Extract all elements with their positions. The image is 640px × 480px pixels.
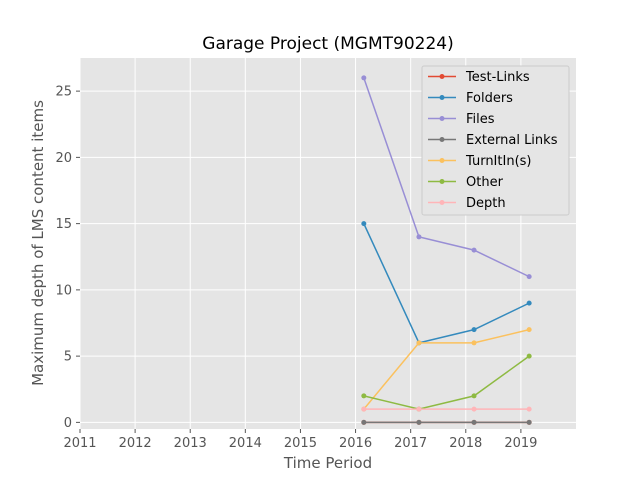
legend-label: External Links xyxy=(466,133,558,148)
legend-label: Other xyxy=(466,175,504,190)
data-point xyxy=(416,419,422,425)
legend-label: Test-Links xyxy=(465,70,530,85)
data-point xyxy=(361,75,367,81)
legend-marker xyxy=(439,116,445,121)
chart-title: Garage Project (MGMT90224) xyxy=(202,34,453,54)
series-line xyxy=(363,355,530,410)
legend-label: Folders xyxy=(466,91,513,106)
series-files xyxy=(361,75,532,280)
data-point xyxy=(416,234,422,240)
x-axis-ticks: 2011 2012 2013 2014 2015 2016 2017 2018 2019 xyxy=(63,429,537,451)
x-tick-label: 2011 xyxy=(63,436,96,451)
legend-marker xyxy=(439,179,445,184)
y-axis-label: Maximum depth of LMS content items xyxy=(29,100,47,386)
legend-box xyxy=(421,65,570,216)
legend-marker xyxy=(439,137,445,142)
x-tick-label: 2017 xyxy=(394,436,427,451)
series-line xyxy=(363,223,530,344)
data-point xyxy=(361,393,367,399)
series-depth xyxy=(361,406,532,412)
data-point xyxy=(471,340,477,346)
legend-label: TurnItIn(s) xyxy=(465,154,531,169)
legend-entry: Test-Links xyxy=(428,70,530,85)
x-tick-label: 2018 xyxy=(449,436,482,451)
y-tick-label: 15 xyxy=(55,217,72,232)
data-point xyxy=(361,221,367,227)
data-point xyxy=(471,419,477,425)
x-tick-label: 2016 xyxy=(339,436,372,451)
data-point xyxy=(416,406,422,412)
data-point xyxy=(526,406,532,412)
data-point xyxy=(526,274,532,280)
legend-entry: Files xyxy=(428,112,495,127)
x-tick-label: 2015 xyxy=(284,436,317,451)
x-axis-label: Time Period xyxy=(283,454,372,472)
data-point xyxy=(416,340,422,346)
legend-label: Files xyxy=(466,112,495,127)
data-point xyxy=(526,300,532,306)
legend-marker xyxy=(439,95,445,100)
y-tick-label: 25 xyxy=(55,85,72,100)
y-tick-label: 10 xyxy=(55,283,72,298)
legend-label: Depth xyxy=(466,196,506,211)
legend-entry: Folders xyxy=(428,91,513,106)
legend-marker xyxy=(439,158,445,163)
data-point xyxy=(361,406,367,412)
x-tick-label: 2014 xyxy=(229,436,262,451)
legend-entry: TurnItIn(s) xyxy=(428,154,531,169)
y-tick-label: 5 xyxy=(64,350,72,365)
data-point xyxy=(471,327,477,333)
data-point xyxy=(526,419,532,425)
legend: Test-Links Folders Files External Links Turn… xyxy=(421,65,570,216)
data-point xyxy=(361,419,367,425)
data-point xyxy=(526,327,532,333)
data-point xyxy=(471,393,477,399)
x-tick-label: 2012 xyxy=(119,436,152,451)
series-line xyxy=(363,328,530,410)
data-point xyxy=(471,247,477,253)
data-point xyxy=(526,353,532,359)
y-tick-label: 0 xyxy=(64,416,72,431)
x-tick-label: 2013 xyxy=(174,436,207,451)
legend-entry: Depth xyxy=(428,196,506,211)
series-layer xyxy=(361,75,532,425)
legend-marker xyxy=(439,74,445,79)
series-external-links xyxy=(361,419,532,425)
series-line xyxy=(363,77,530,278)
legend-entry: External Links xyxy=(428,133,558,148)
legend-marker xyxy=(439,200,445,205)
data-point xyxy=(471,406,477,412)
x-tick-label: 2019 xyxy=(504,436,537,451)
y-tick-label: 20 xyxy=(55,151,72,166)
y-axis-ticks: 0 5 10 15 20 25 xyxy=(55,85,80,431)
legend-entry: Other xyxy=(428,175,504,190)
